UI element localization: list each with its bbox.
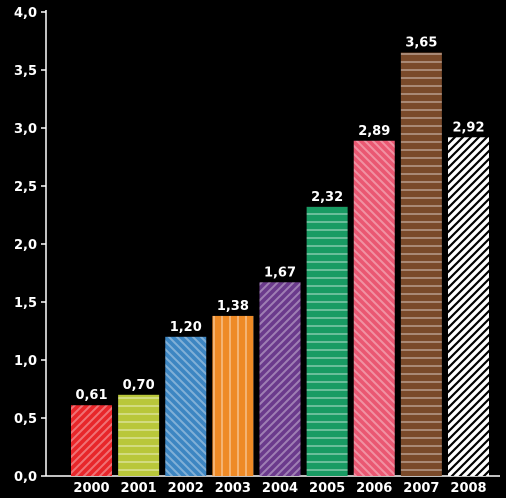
- value-label: 1,67: [264, 265, 296, 280]
- value-label: 2,32: [311, 190, 343, 205]
- value-label: 3,65: [405, 36, 437, 51]
- x-tick-label: 2004: [262, 481, 298, 496]
- bar-2004: [259, 282, 301, 476]
- value-label: 0,61: [75, 388, 107, 403]
- y-tick-label: 3,5: [14, 64, 37, 79]
- y-tick-label: 1,0: [14, 354, 37, 369]
- label-layer: 0,61 2000 0,70 2001 1,20 2002 1,38 2003 1,67 2004…: [73, 36, 486, 496]
- y-tick-label: 1,5: [14, 296, 37, 311]
- x-tick-label: 2007: [403, 481, 439, 496]
- bar-2007: [400, 52, 442, 476]
- x-tick-label: 2003: [215, 481, 251, 496]
- x-tick-label: 2006: [356, 481, 392, 496]
- x-tick-label: 2002: [168, 481, 204, 496]
- bar-2006: [353, 140, 395, 476]
- bar-2003: [212, 315, 254, 476]
- bar-2001: [118, 394, 160, 476]
- x-tick-label: 2000: [73, 481, 109, 496]
- value-label: 2,92: [452, 120, 484, 135]
- y-tick-label: 2,5: [14, 180, 37, 195]
- bar-2008: [448, 137, 489, 476]
- y-tick-label: 0,0: [14, 470, 37, 485]
- value-label: 1,38: [217, 299, 249, 314]
- x-tick-label: 2008: [450, 481, 486, 496]
- value-label: 0,70: [123, 378, 155, 393]
- bar-2005: [306, 206, 348, 476]
- y-tick-label: 4,0: [14, 6, 37, 21]
- y-tick-label: 3,0: [14, 122, 37, 137]
- y-tick-label: 2,0: [14, 238, 37, 253]
- value-label: 1,20: [170, 320, 202, 335]
- y-tick-label: 0,5: [14, 412, 37, 427]
- bar-2002: [165, 336, 207, 476]
- x-tick-label: 2005: [309, 481, 345, 496]
- bar-layer: [71, 52, 489, 476]
- value-label: 2,89: [358, 124, 390, 139]
- x-tick-label: 2001: [121, 481, 157, 496]
- bar-2000: [71, 405, 112, 476]
